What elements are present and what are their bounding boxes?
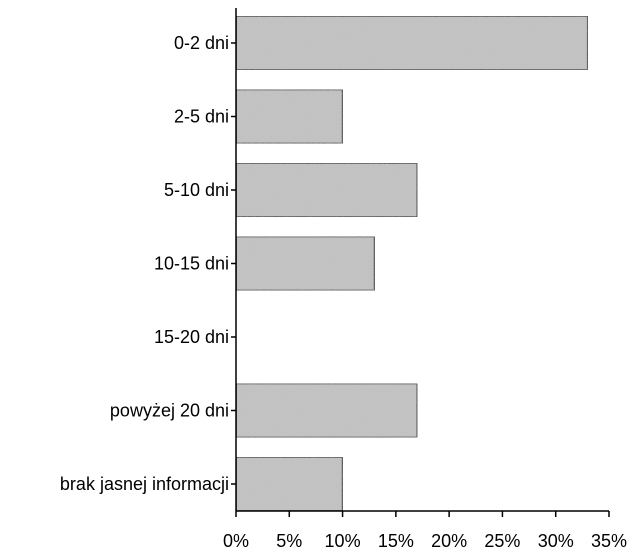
bar: [235, 456, 344, 512]
category-label: 15-20 dni: [154, 327, 229, 347]
category-labels: 0-2 dni 2-5 dni 5-10 dni 10-15 dni 15-20 dni…: [60, 33, 236, 494]
bar: [235, 235, 376, 292]
category-label: 10-15 dni: [154, 254, 229, 274]
bar: [235, 382, 418, 439]
category-label: 5-10 dni: [164, 180, 229, 200]
x-tick-label: 30%: [538, 531, 574, 551]
category-label: 2-5 dni: [174, 107, 229, 127]
x-tick-label: 0%: [223, 531, 249, 551]
x-axis-ticks: 0% 5% 10% 15% 20% 25% 30% 35%: [223, 511, 627, 551]
bar: [235, 15, 589, 71]
bar: [235, 88, 344, 145]
x-tick-label: 5%: [276, 531, 302, 551]
x-tick-label: 15%: [378, 531, 414, 551]
category-label: powyżej 20 dni: [110, 401, 229, 421]
category-label: 0-2 dni: [174, 33, 229, 53]
bar: [235, 162, 418, 218]
x-tick-label: 25%: [484, 531, 520, 551]
x-tick-label: 35%: [591, 531, 627, 551]
category-label: brak jasnej informacji: [60, 474, 229, 494]
x-tick-label: 20%: [431, 531, 467, 551]
x-tick-label: 10%: [325, 531, 361, 551]
bars-group: [235, 15, 589, 512]
